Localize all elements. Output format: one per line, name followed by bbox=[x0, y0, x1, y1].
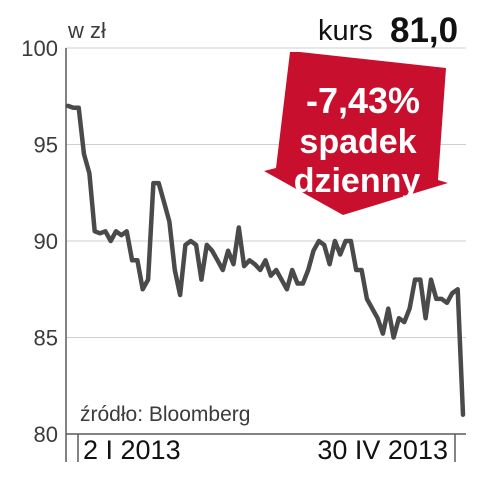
y-tick-label: 85 bbox=[34, 326, 58, 351]
badge-line1: spadek bbox=[299, 123, 416, 161]
unit-label: w zł bbox=[67, 18, 106, 43]
badge-arrow-shape bbox=[264, 52, 448, 215]
price-line bbox=[65, 103, 466, 417]
y-axis-ticks: 100 95 90 85 80 bbox=[21, 36, 58, 447]
kurs-label: kurs bbox=[318, 15, 373, 47]
kurs-value: 81,0 bbox=[390, 11, 458, 50]
y-tick-label: 80 bbox=[34, 422, 58, 447]
daily-drop-badge: -7,43% spadek dzienny bbox=[264, 52, 448, 215]
y-tick-label: 90 bbox=[34, 229, 58, 254]
badge-line2: dzienny bbox=[294, 162, 421, 200]
y-tick-label: 95 bbox=[34, 133, 58, 158]
y-tick-label: 100 bbox=[21, 36, 58, 61]
x-tick-label-end: 30 IV 2013 bbox=[317, 435, 448, 465]
source-label: źródło: Bloomberg bbox=[80, 403, 250, 426]
badge-percent: -7,43% bbox=[306, 80, 420, 121]
x-tick-label-start: 2 I 2013 bbox=[83, 435, 181, 465]
